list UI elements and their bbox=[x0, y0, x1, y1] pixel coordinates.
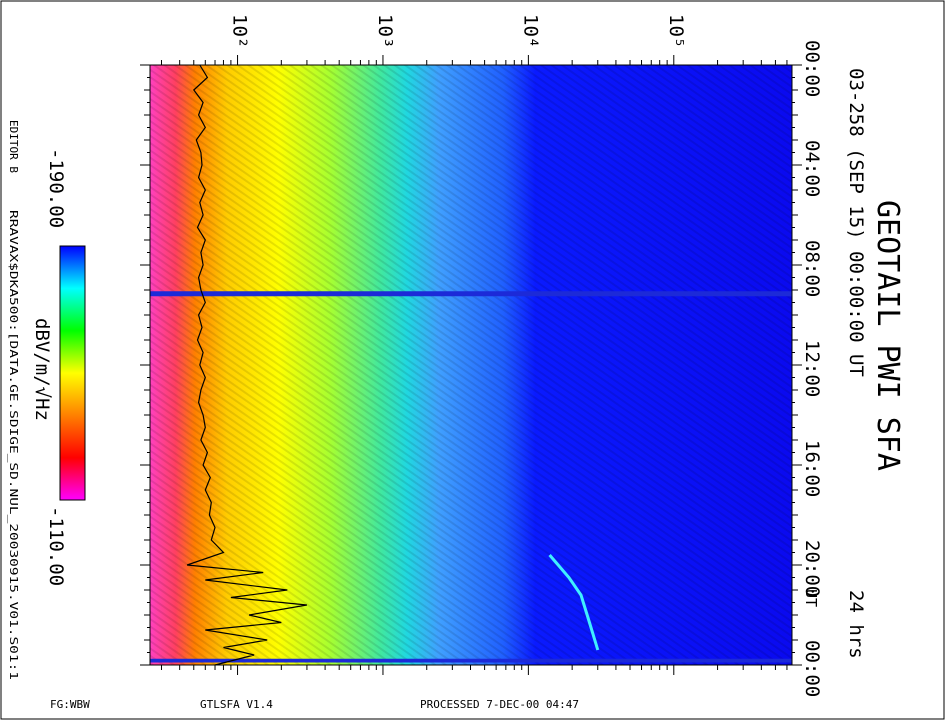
x-tick-label: 10² bbox=[229, 14, 251, 48]
y-tick-label: 16:00 bbox=[801, 440, 823, 497]
colorbar-unit-label: dBV/m/√Hz bbox=[31, 318, 53, 421]
data-gap-1 bbox=[150, 658, 792, 663]
duration-label: 24 hrs bbox=[845, 590, 867, 659]
x-tick-label: 10⁵ bbox=[665, 14, 687, 48]
colorbar: -190.00 dBV/m/√Hz -110.00 bbox=[31, 148, 86, 586]
colorbar-min-label: -190.00 bbox=[45, 148, 67, 228]
plot-title: GEOTAIL PWI SFA bbox=[870, 200, 905, 471]
x-tick-label: 10⁴ bbox=[519, 14, 541, 48]
colorbar-gradient bbox=[59, 245, 86, 501]
y-tick-label: 08:00 bbox=[801, 240, 823, 297]
plot-texture bbox=[150, 65, 792, 665]
y-ut-label: UT bbox=[802, 589, 820, 607]
footer-fg-label: FG:WBW bbox=[50, 698, 90, 711]
wave-trace bbox=[186, 64, 308, 666]
data-gap-0 bbox=[150, 291, 792, 297]
y-tick-label: 04:00 bbox=[801, 140, 823, 197]
y-tick-label: 12:00 bbox=[801, 340, 823, 397]
colorbar-max-label: -110.00 bbox=[45, 506, 67, 586]
y-tick-label: 00:00 bbox=[801, 40, 823, 97]
x-tick-label: 10³ bbox=[374, 14, 396, 48]
editor-label: EDITOR B bbox=[7, 120, 20, 173]
x-axis-bottom bbox=[161, 665, 788, 675]
plot-subtitle: 03-258 (SEP 15) 00:00:00 UT bbox=[845, 68, 867, 377]
file-path-label: RRAVAX$DKA500:[DATA.GE.SDIGE_SD.NUL_2003… bbox=[7, 210, 20, 680]
spectrogram-plot bbox=[149, 64, 793, 666]
footer-processed-label: PROCESSED 7-DEC-00 04:47 bbox=[420, 698, 579, 711]
footer-version-label: GTLSFA V1.4 bbox=[200, 698, 273, 711]
x-axis-top: 10² 10³ 10⁴ 10⁵ bbox=[161, 14, 788, 65]
emission-trace bbox=[548, 554, 600, 651]
y-tick-label: 00:00 bbox=[801, 640, 823, 697]
y-axis-right: 00:00 04:00 08:00 12:00 16:00 20:00 00:00 UT bbox=[140, 40, 823, 697]
y-tick-label: 20:00 bbox=[801, 540, 823, 597]
